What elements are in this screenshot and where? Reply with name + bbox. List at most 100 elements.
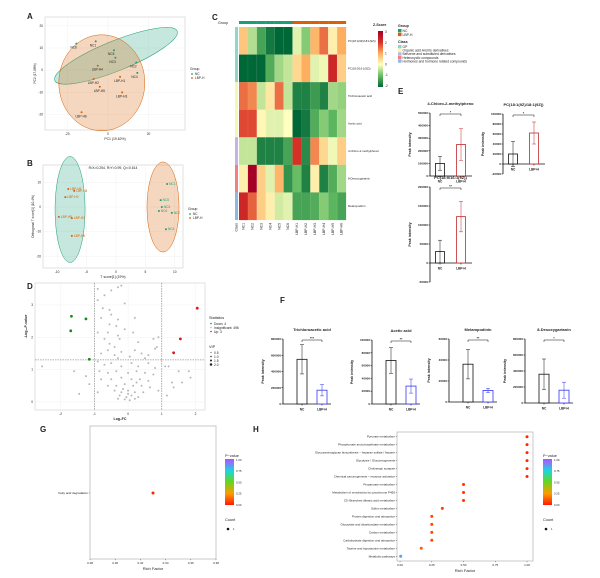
insignificant-point <box>165 394 168 397</box>
chart-title: PC(18:0/16:1(9Z)) <box>434 175 467 180</box>
legend-swatch <box>398 45 402 49</box>
x-axis-label: Rich Factor <box>455 568 476 573</box>
x-tick-label: 0 <box>127 412 129 416</box>
heatmap-cell <box>301 137 311 165</box>
y-tick-label: 0 <box>499 162 501 166</box>
heatmap-cell <box>310 137 320 165</box>
legend-label: 0.5 <box>214 351 219 355</box>
group-annotation-cell <box>247 21 257 24</box>
class-annotation-cell <box>235 164 238 193</box>
y-tick-label: 0 <box>279 402 281 406</box>
heatmap-cell <box>256 27 266 55</box>
heatmap-cell <box>283 27 293 55</box>
confidence-ellipse-lbp-h <box>146 161 180 253</box>
pathway-label: Chemical carcinogenesis − receptor activ… <box>334 475 396 479</box>
panel-label-c: C <box>212 13 218 22</box>
colorbar-tick-label: 1.00 <box>554 458 560 462</box>
p-value-colorbar <box>225 459 234 505</box>
x-tick-label: 1 <box>161 412 163 416</box>
y-tick-label: 10 <box>37 180 41 184</box>
column-label: LBP-H5 <box>331 223 335 235</box>
plot-a: -20 0 20 -20 -10 0 10 20 NC6 NC1 NC5 NC3 NC2 NC4 LBP-H… <box>33 16 205 141</box>
insignificant-point <box>96 287 99 290</box>
legend-title: Count <box>543 518 554 522</box>
y-tick-label: 20000 <box>493 152 502 156</box>
vip-size-marker <box>209 363 213 366</box>
class-annotation-cell <box>235 82 238 110</box>
heatmap-cell <box>328 82 338 110</box>
legend-label: Hormones and hormone related compounds <box>403 59 468 63</box>
heatmap-cell <box>256 82 266 110</box>
y-tick-label: -20 <box>38 112 43 116</box>
heatmap-cell <box>247 137 257 165</box>
pathway-label: Metabolic pathways <box>369 554 396 558</box>
sample-label: LBP-H2 <box>67 195 78 199</box>
insignificant-point <box>181 381 184 384</box>
insignificant-point <box>108 342 111 345</box>
heatmap-cell <box>265 82 275 110</box>
heatmap-cell <box>292 137 302 165</box>
insignificant-point <box>135 381 138 384</box>
colorbar-tick-label: 0 <box>385 62 387 66</box>
legend-label: Heterocyclic compounds <box>403 56 439 60</box>
insignificant-point <box>140 352 143 355</box>
x-tick-label: LBP-H <box>456 267 466 271</box>
x-tick-label: 0.25 <box>429 563 435 567</box>
sample-point <box>112 49 115 52</box>
insignificant-point <box>96 299 99 302</box>
x-tick-label: LBP-H <box>317 408 327 412</box>
column-label: LBP-H6 <box>340 223 344 235</box>
insignificant-point <box>103 363 106 366</box>
insignificant-point <box>106 349 109 352</box>
color-scale-title: Z-Score <box>373 23 386 27</box>
heatmap-cell <box>301 82 311 110</box>
heatmap-cell <box>256 109 266 138</box>
row-label: PC(18:0/16:1(9Z)) <box>348 66 371 70</box>
insignificant-point <box>120 284 123 287</box>
sample-point <box>160 205 163 208</box>
down-point <box>70 314 73 318</box>
heatmap-cell <box>283 192 293 221</box>
heatmap-cell <box>328 54 338 83</box>
group-annotation-cell <box>337 21 347 24</box>
sample-point <box>170 211 173 214</box>
class-annotation-cell <box>235 109 238 138</box>
y-axis-label: Orthogonal T score[1] (10.4%) <box>31 195 35 238</box>
insignificant-point <box>137 396 140 399</box>
legend-title: Class <box>398 40 408 44</box>
x-tick-label: -5 <box>85 270 88 274</box>
pathway-point <box>525 451 529 455</box>
y-axis-label: PC2 (17.08%) <box>33 63 37 83</box>
bar-chart: 0 20000 40000 60000 80000 100000 NC LBP-H ** Acet… <box>350 328 420 412</box>
pathway-label: Taurine and hypotaurine metabolism <box>347 546 396 550</box>
insignificant-point <box>84 375 87 378</box>
y-tick-label: 40000 <box>493 142 502 146</box>
pathway-label: Glycosaminoglycan biosynthesis − heparan… <box>315 451 395 455</box>
insignificant-point <box>130 394 133 397</box>
significance-stars: * <box>553 337 555 341</box>
sample-label: NC1 <box>169 182 176 186</box>
legend-label: LBP-H <box>195 76 205 80</box>
legend-title: Group <box>190 67 200 71</box>
insignificant-point <box>157 389 160 392</box>
y-tick-label: 0 <box>368 402 370 406</box>
y-axis-label: Peak intensity <box>503 359 507 383</box>
insignificant-point <box>116 286 119 289</box>
x-tick-label: 0.38 <box>213 561 219 565</box>
insignificant-point <box>106 371 109 374</box>
legend-label: LBP-H <box>403 33 414 37</box>
insignificant-point <box>152 337 155 340</box>
x-tick-label: 0 <box>115 270 117 274</box>
y-tick-label: 200000 <box>418 149 428 153</box>
pathway-point <box>525 475 529 479</box>
insignificant-point <box>138 378 141 381</box>
significance-bracket <box>467 339 489 342</box>
significance-bracket <box>439 187 462 190</box>
insignificant-point <box>116 397 119 400</box>
vip-size-marker <box>210 359 212 362</box>
y-tick-label: 500000 <box>418 111 428 115</box>
x-tick-label: LBP-H <box>529 168 539 172</box>
y-axis-label: Peak intensity <box>408 132 412 156</box>
insignificant-point <box>147 379 150 382</box>
